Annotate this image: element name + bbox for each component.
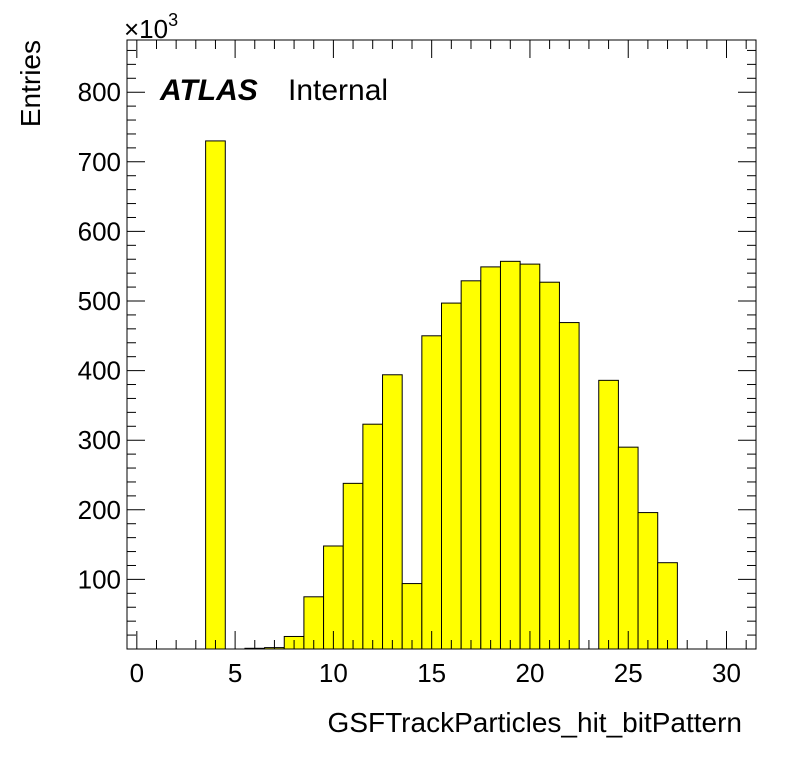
histogram-bar	[617, 446, 639, 650]
x-tick-label: 15	[417, 658, 446, 688]
histogram-bar	[499, 260, 521, 650]
y-tick-label: 200	[78, 495, 121, 525]
y-axis-title: Entries	[15, 40, 46, 127]
histogram-bar	[598, 379, 619, 650]
histogram-bar	[657, 562, 678, 650]
y-tick-label: 100	[78, 564, 121, 594]
y-tick-label: 800	[78, 77, 121, 107]
histogram-bar	[205, 140, 226, 650]
y-tick-label: 600	[78, 216, 121, 246]
histogram-bar	[637, 512, 659, 650]
histogram-bar	[342, 482, 364, 650]
histogram-bars	[205, 140, 678, 650]
x-tick-label: 20	[515, 658, 544, 688]
x-tick-label: 5	[228, 658, 242, 688]
y-tick-label: 500	[78, 286, 121, 316]
x-axis-title: GSFTrackParticles_hit_bitPattern	[328, 707, 742, 738]
x-tick-label: 0	[130, 658, 144, 688]
histogram-bar	[441, 302, 462, 650]
histogram-bar	[401, 583, 423, 650]
y-tick-label: 400	[78, 356, 121, 386]
axis-ticks	[127, 40, 756, 649]
y-axis-multiplier: ×103	[124, 10, 178, 44]
x-tick-labels: 0 5 10 15 20 25 30	[130, 658, 741, 688]
x-tick-label: 10	[319, 658, 348, 688]
internal-label: Internal	[288, 74, 388, 107]
histogram-bar	[382, 374, 403, 650]
histogram-bar	[558, 322, 580, 650]
histogram-bar	[480, 266, 501, 650]
x-tick-label: 25	[614, 658, 643, 688]
histogram-bar	[362, 423, 384, 650]
histogram-bar	[460, 280, 482, 650]
y-tick-label: 700	[78, 147, 121, 177]
atlas-label: ATLAS	[159, 74, 258, 107]
plot-frame	[126, 39, 757, 650]
histogram-bar	[539, 281, 560, 650]
histogram-bar	[519, 263, 541, 650]
y-tick-label: 300	[78, 425, 121, 455]
x-tick-label: 30	[712, 658, 741, 688]
y-tick-labels: 100 200 300 400 500 600 700 800	[78, 77, 121, 594]
histogram-bar	[421, 335, 442, 650]
